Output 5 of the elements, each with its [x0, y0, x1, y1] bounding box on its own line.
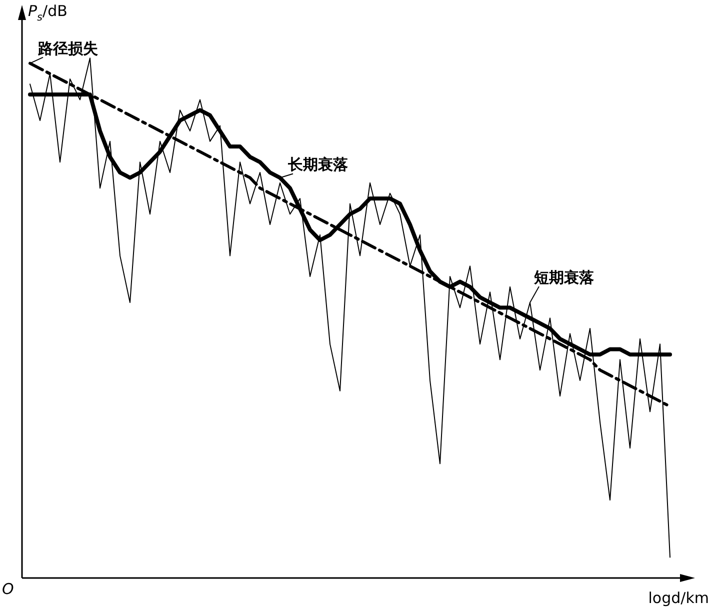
series-label: 短期衰落 [533, 268, 595, 286]
series-label: 路径损失 [37, 39, 98, 58]
series-label: 长期衰落 [287, 156, 349, 174]
x-axis-title: logd/km [648, 589, 709, 607]
text: O [2, 580, 14, 598]
